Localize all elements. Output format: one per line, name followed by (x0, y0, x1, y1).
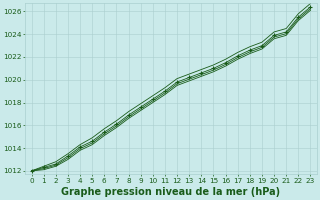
X-axis label: Graphe pression niveau de la mer (hPa): Graphe pression niveau de la mer (hPa) (61, 187, 281, 197)
